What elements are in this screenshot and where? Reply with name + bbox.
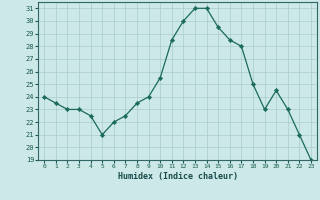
- X-axis label: Humidex (Indice chaleur): Humidex (Indice chaleur): [118, 172, 238, 181]
